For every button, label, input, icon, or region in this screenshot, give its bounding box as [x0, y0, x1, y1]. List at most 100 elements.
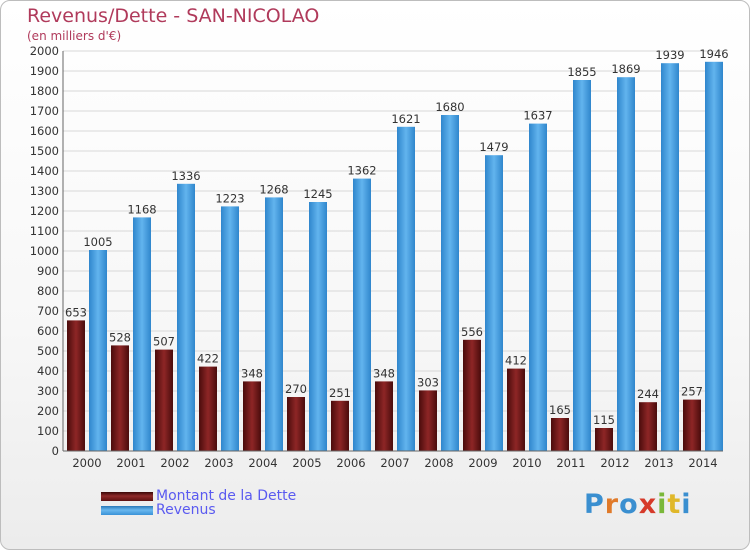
bar-dette — [551, 418, 569, 451]
value-label-revenus: 1245 — [303, 187, 332, 201]
bar-dette — [463, 339, 481, 451]
value-label-dette: 507 — [153, 335, 175, 349]
bar-dette — [331, 400, 349, 451]
value-label-revenus: 1479 — [479, 140, 508, 154]
value-label-revenus: 1637 — [523, 109, 552, 123]
y-tick-label: 1800 — [30, 84, 59, 98]
bar-revenus — [705, 61, 723, 452]
x-tick-label: 2008 — [424, 456, 453, 470]
logo-letter: i — [657, 489, 668, 520]
x-tick-label: 2005 — [292, 456, 321, 470]
bar-dette — [375, 381, 393, 451]
y-tick-label: 1200 — [30, 204, 59, 218]
y-tick-label: 500 — [37, 344, 59, 358]
bar-revenus — [177, 183, 195, 452]
value-label-dette: 115 — [593, 413, 615, 427]
value-label-dette: 653 — [65, 305, 87, 319]
y-tick-label: 1500 — [30, 144, 59, 158]
bar-dette — [419, 390, 437, 451]
y-tick-label: 900 — [37, 264, 59, 278]
bar-revenus — [133, 217, 151, 451]
logo-letter: t — [667, 489, 682, 520]
value-label-revenus: 1946 — [699, 47, 728, 61]
bar-dette — [67, 320, 85, 451]
bar-revenus — [617, 77, 635, 451]
logo-letter: i — [681, 489, 692, 520]
bar-revenus — [221, 206, 239, 451]
logo-letter: o — [619, 489, 639, 520]
bar-revenus — [485, 155, 503, 451]
bar-dette — [507, 368, 525, 451]
value-label-revenus: 1336 — [171, 169, 200, 183]
y-tick-label: 400 — [37, 364, 59, 378]
y-tick-label: 1700 — [30, 104, 59, 118]
bar-dette — [243, 381, 261, 451]
x-tick-label: 2006 — [336, 456, 365, 470]
proxiti-logo: Proxiti — [584, 489, 692, 520]
y-tick-label: 800 — [37, 284, 59, 298]
legend-item-dette: Montant de la Dette — [101, 489, 296, 503]
legend-label-dette: Montant de la Dette — [156, 488, 297, 504]
bar-revenus — [309, 202, 327, 451]
bar-dette — [639, 402, 657, 451]
logo-letter: x — [638, 489, 658, 520]
chart-title: Revenus/Dette - SAN-NICOLAO — [27, 5, 320, 27]
x-tick-label: 2012 — [600, 456, 629, 470]
y-tick-label: 0 — [52, 444, 59, 458]
value-label-revenus: 1223 — [215, 191, 244, 205]
x-tick-label: 2010 — [512, 456, 541, 470]
bar-revenus — [573, 80, 591, 451]
y-tick-label: 200 — [37, 404, 59, 418]
y-tick-label: 300 — [37, 384, 59, 398]
x-tick-label: 2004 — [248, 456, 277, 470]
value-label-dette: 251 — [329, 386, 351, 400]
value-label-dette: 348 — [241, 366, 263, 380]
bar-dette — [155, 349, 173, 451]
bar-revenus — [441, 115, 459, 451]
chart-subtitle: (en milliers d'€) — [27, 29, 122, 43]
value-label-dette: 270 — [285, 382, 307, 396]
x-tick-label: 2007 — [380, 456, 409, 470]
x-tick-label: 2002 — [160, 456, 189, 470]
value-label-revenus: 1268 — [259, 182, 288, 196]
value-label-revenus: 1855 — [567, 65, 596, 79]
value-label-revenus: 1621 — [391, 112, 420, 126]
value-label-revenus: 1362 — [347, 164, 376, 178]
x-tick-label: 2014 — [688, 456, 717, 470]
legend-swatch-dette — [101, 491, 153, 501]
bar-revenus — [89, 250, 107, 451]
bar-dette — [595, 428, 613, 451]
bar-revenus — [353, 178, 371, 451]
value-label-dette: 348 — [373, 366, 395, 380]
value-label-dette: 528 — [109, 330, 131, 344]
bar-dette — [287, 397, 305, 451]
value-label-dette: 244 — [637, 387, 659, 401]
x-tick-label: 2009 — [468, 456, 497, 470]
bar-revenus — [529, 123, 547, 451]
x-tick-label: 2011 — [556, 456, 585, 470]
y-tick-label: 1100 — [30, 224, 59, 238]
value-label-revenus: 1005 — [83, 235, 112, 249]
y-tick-label: 1000 — [30, 244, 59, 258]
y-tick-label: 1400 — [30, 164, 59, 178]
bar-dette — [683, 399, 701, 451]
y-tick-label: 700 — [37, 304, 59, 318]
value-label-revenus: 1680 — [435, 100, 464, 114]
x-tick-label: 2003 — [204, 456, 233, 470]
value-label-revenus: 1869 — [611, 62, 640, 76]
x-tick-label: 2001 — [116, 456, 145, 470]
x-tick-label: 2013 — [644, 456, 673, 470]
bar-dette — [199, 366, 217, 451]
y-tick-label: 1900 — [30, 64, 59, 78]
y-tick-label: 600 — [37, 324, 59, 338]
value-label-revenus: 1939 — [655, 48, 684, 62]
value-label-dette: 556 — [461, 325, 483, 339]
value-label-dette: 422 — [197, 352, 219, 366]
value-label-dette: 165 — [549, 403, 571, 417]
x-tick-label: 2000 — [72, 456, 101, 470]
y-tick-label: 100 — [37, 424, 59, 438]
value-label-revenus: 1168 — [127, 202, 156, 216]
bar-revenus — [397, 126, 415, 452]
